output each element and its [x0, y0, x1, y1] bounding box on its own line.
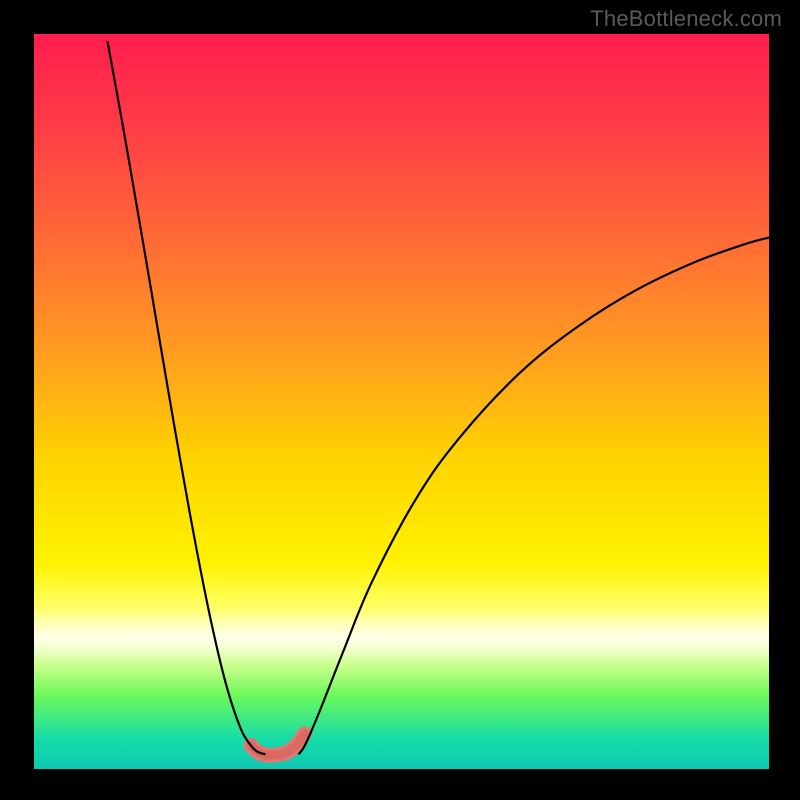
watermark-text: TheBottleneck.com: [590, 6, 782, 32]
bottleneck-curve-left: [108, 41, 266, 754]
plot-lines-layer: [34, 34, 769, 769]
plot-area: [34, 34, 769, 769]
bottleneck-curve-right: [299, 238, 769, 755]
